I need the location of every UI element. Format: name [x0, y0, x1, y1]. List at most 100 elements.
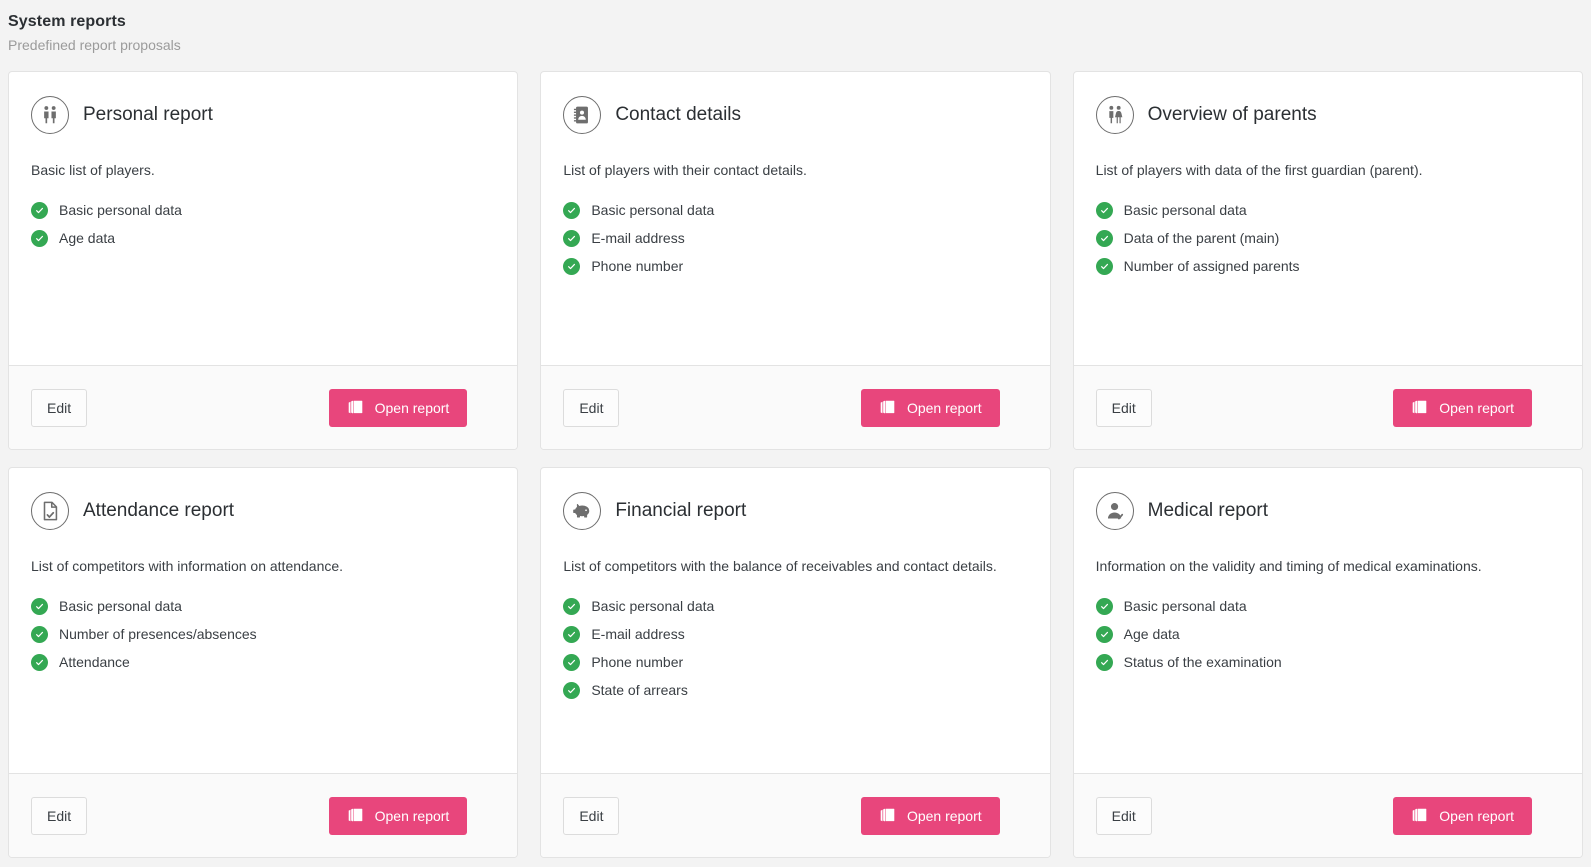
feature-item: Phone number: [563, 256, 1027, 276]
open-report-button[interactable]: Open report: [1393, 796, 1532, 835]
card-footer: Edit Open report: [541, 773, 1050, 857]
feature-item: Basic personal data: [563, 596, 1027, 616]
card-description: List of competitors with the balance of …: [563, 558, 997, 574]
feature-label: Basic personal data: [1123, 202, 1247, 218]
check-circle-icon: [31, 625, 48, 643]
check-circle-icon: [563, 597, 581, 615]
open-report-label: Open report: [1439, 399, 1514, 416]
open-report-button[interactable]: Open report: [1393, 388, 1532, 427]
feature-item: Age data: [31, 228, 495, 248]
feature-label: Age data: [1123, 626, 1180, 642]
check-circle-icon: [1095, 625, 1113, 643]
report-card-grid: Personal report Basic list of players. Bas…: [0, 71, 1591, 858]
open-report-label: Open report: [1439, 807, 1514, 824]
edit-button[interactable]: Edit: [31, 796, 88, 835]
edit-button[interactable]: Edit: [563, 796, 620, 835]
feature-label: Number of presences/absences: [59, 626, 257, 642]
check-circle-icon: [31, 653, 48, 671]
report-stack-icon: [347, 399, 364, 416]
edit-button[interactable]: Edit: [1095, 796, 1152, 835]
feature-item: Basic personal data: [563, 200, 1027, 220]
feature-item: Data of the parent (main): [1095, 228, 1560, 248]
open-report-button[interactable]: Open report: [328, 388, 468, 427]
page-header: System reports Predefined report proposa…: [0, 0, 1591, 55]
piggy-bank-icon: [563, 492, 602, 530]
feature-list: Basic personal data Data of the parent (m…: [1095, 200, 1560, 276]
feature-item: E-mail address: [563, 228, 1027, 248]
check-circle-icon: [1095, 653, 1113, 671]
feature-item: Basic personal data: [31, 596, 495, 616]
feature-list: Basic personal data Age data: [31, 200, 495, 248]
person-check-icon: [1095, 492, 1134, 530]
open-report-label: Open report: [374, 807, 450, 824]
card-title: Overview of parents: [1147, 104, 1317, 125]
card-footer: Edit Open report: [1073, 365, 1582, 449]
two-people-icon: [31, 96, 69, 134]
feature-item: Number of assigned parents: [1095, 256, 1560, 276]
open-report-button[interactable]: Open report: [860, 796, 1000, 835]
open-report-label: Open report: [374, 399, 450, 416]
card-body: Financial report List of competitors with…: [541, 468, 1049, 773]
card-description: List of competitors with information on …: [31, 558, 344, 574]
check-circle-icon: [563, 625, 581, 643]
check-circle-icon: [1095, 257, 1113, 275]
feature-item: Basic personal data: [31, 200, 495, 220]
check-circle-icon: [1095, 597, 1113, 615]
card-title: Contact details: [615, 104, 742, 125]
card-description: List of players with data of the first g…: [1095, 162, 1423, 178]
feature-label: Number of assigned parents: [1123, 258, 1300, 274]
feature-label: Basic personal data: [59, 202, 182, 218]
feature-item: Status of the examination: [1095, 652, 1560, 672]
feature-label: Phone number: [591, 654, 684, 670]
address-book-icon: [563, 96, 602, 134]
report-card-financial-report: Financial report List of competitors with…: [540, 467, 1051, 858]
card-title: Attendance report: [83, 500, 235, 521]
card-body: Contact details List of players with thei…: [541, 72, 1049, 365]
report-stack-icon: [879, 399, 896, 416]
card-body: Medical report Information on the validit…: [1074, 468, 1582, 773]
open-report-button[interactable]: Open report: [328, 796, 468, 835]
feature-label: Basic personal data: [59, 598, 182, 614]
document-check-icon: [31, 492, 69, 530]
feature-list: Basic personal data E-mail address Phone n…: [563, 200, 1027, 276]
feature-list: Basic personal data Age data Status of the…: [1095, 596, 1560, 672]
check-circle-icon: [563, 257, 581, 275]
feature-item: E-mail address: [563, 624, 1027, 644]
open-report-label: Open report: [906, 807, 982, 824]
card-header: Contact details: [563, 96, 1027, 134]
card-title: Financial report: [615, 500, 747, 521]
report-card-attendance-report: Attendance report List of competitors wit…: [8, 467, 519, 858]
report-card-medical-report: Medical report Information on the validit…: [1072, 467, 1583, 858]
edit-button[interactable]: Edit: [31, 388, 88, 427]
feature-label: Status of the examination: [1123, 654, 1282, 670]
card-header: Personal report: [31, 96, 495, 134]
feature-label: E-mail address: [591, 626, 685, 642]
check-circle-icon: [31, 597, 48, 615]
card-title: Personal report: [83, 104, 213, 125]
edit-button[interactable]: Edit: [563, 388, 620, 427]
feature-item: Basic personal data: [1095, 596, 1560, 616]
feature-item: Attendance: [31, 652, 495, 672]
feature-label: Phone number: [591, 258, 684, 274]
check-circle-icon: [1095, 201, 1113, 219]
open-report-button[interactable]: Open report: [860, 388, 1000, 427]
feature-item: State of arrears: [563, 680, 1027, 700]
card-footer: Edit Open report: [9, 365, 518, 449]
feature-list: Basic personal data Number of presences/a…: [31, 596, 495, 672]
feature-label: State of arrears: [591, 682, 688, 698]
feature-label: Basic personal data: [591, 598, 715, 614]
check-circle-icon: [563, 229, 581, 247]
page-subtitle: Predefined report proposals: [8, 37, 181, 53]
card-footer: Edit Open report: [541, 365, 1050, 449]
check-circle-icon: [563, 681, 581, 699]
report-card-contact-details: Contact details List of players with thei…: [540, 71, 1051, 450]
check-circle-icon: [31, 201, 48, 219]
feature-item: Number of presences/absences: [31, 624, 495, 644]
edit-button[interactable]: Edit: [1095, 388, 1152, 427]
feature-list: Basic personal data E-mail address Phone n…: [563, 596, 1027, 700]
check-circle-icon: [563, 201, 581, 219]
card-description: List of players with their contact detai…: [563, 162, 807, 178]
man-woman-icon: [1095, 96, 1134, 134]
card-footer: Edit Open report: [9, 773, 518, 857]
